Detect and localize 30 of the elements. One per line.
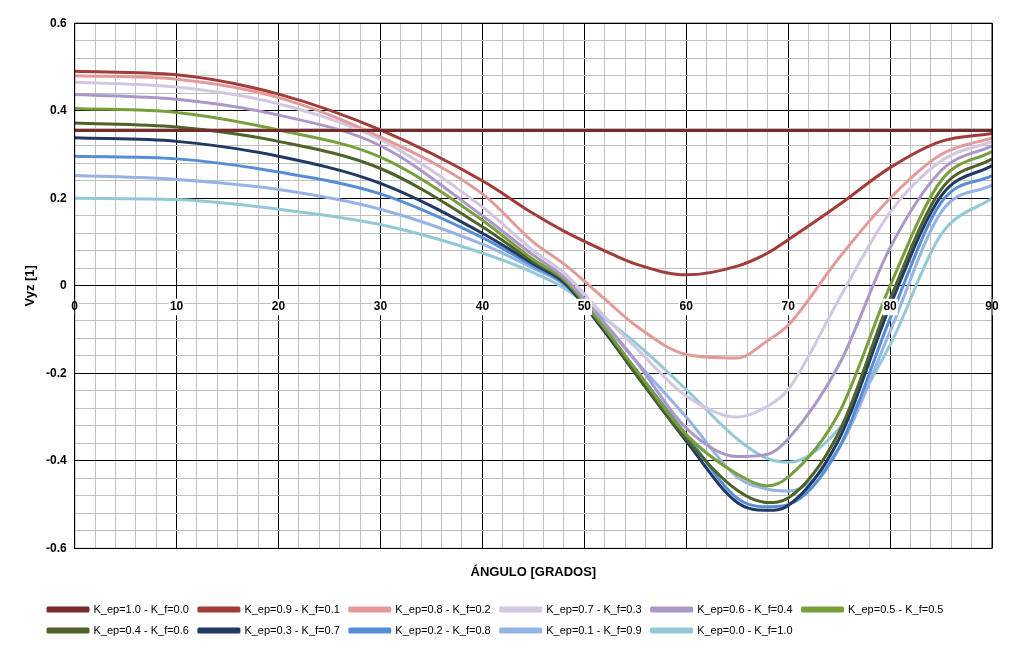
legend-label: K_ep=0.3 - K_f=0.7 xyxy=(244,623,340,636)
x-tick-label: 80 xyxy=(883,299,898,314)
legend-label: K_ep=0.8 - K_f=0.2 xyxy=(395,602,491,615)
y-tick-label: 0.2 xyxy=(49,190,67,205)
x-tick-label: 40 xyxy=(475,299,490,314)
legend-label: K_ep=0.0 - K_f=1.0 xyxy=(697,623,793,636)
legend-label: K_ep=0.5 - K_f=0.5 xyxy=(848,602,944,615)
legend-label: K_ep=0.6 - K_f=0.4 xyxy=(697,602,793,615)
legend-label: K_ep=0.2 - K_f=0.8 xyxy=(395,623,491,636)
legend-label: K_ep=0.7 - K_f=0.3 xyxy=(546,602,642,615)
y-tick-label: 0.4 xyxy=(49,103,67,118)
y-axis-title: Vyz [1] xyxy=(21,265,37,307)
legend-label: K_ep=0.9 - K_f=0.1 xyxy=(244,602,340,615)
legend-label: K_ep=1.0 - K_f=0.0 xyxy=(93,602,189,615)
x-tick-label: 10 xyxy=(169,299,184,314)
legend-label: K_ep=0.1 - K_f=0.9 xyxy=(546,623,642,636)
x-tick-label: 30 xyxy=(373,299,388,314)
legend-label: K_ep=0.4 - K_f=0.6 xyxy=(93,623,189,636)
y-tick-label: -0.6 xyxy=(45,540,67,555)
x-tick-label: 60 xyxy=(679,299,694,314)
y-tick-label: -0.4 xyxy=(45,453,67,468)
x-axis-title: ÁNGULO [GRADOS] xyxy=(470,563,597,579)
y-tick-label: 0.6 xyxy=(49,15,67,30)
x-tick-label: 20 xyxy=(271,299,286,314)
x-tick-label: 90 xyxy=(985,299,999,314)
line-series xyxy=(74,69,992,277)
x-tick-label: 50 xyxy=(577,299,592,314)
y-tick-label: -0.2 xyxy=(45,365,67,380)
x-tick-label: 70 xyxy=(781,299,796,314)
y-tick-label: 0 xyxy=(59,278,67,293)
